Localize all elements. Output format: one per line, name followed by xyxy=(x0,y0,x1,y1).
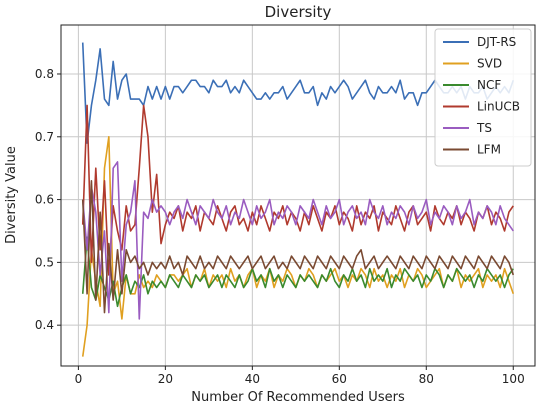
legend-label-ts: TS xyxy=(476,121,492,135)
series-layer xyxy=(81,42,515,357)
y-tick-label: 0.8 xyxy=(35,67,54,81)
legend-label-lfm: LFM xyxy=(477,143,501,157)
y-tick-label: 0.5 xyxy=(35,255,54,269)
chart-title: Diversity xyxy=(265,3,332,21)
plot-frame xyxy=(60,24,536,367)
x-tick-label: 40 xyxy=(245,372,260,386)
y-axis: 0.4 0.5 0.6 0.7 0.8 xyxy=(35,67,61,332)
x-tick-label: 60 xyxy=(332,372,347,386)
legend-label-djt-rs: DJT-RS xyxy=(477,35,516,49)
x-tick-label: 0 xyxy=(75,372,83,386)
legend: DJT-RS SVD NCF LinUCB TS LFM xyxy=(434,28,532,167)
y-tick-label: 0.4 xyxy=(35,318,54,332)
x-tick-label: 80 xyxy=(419,372,434,386)
x-axis-label: Number Of Recommended Users xyxy=(191,390,405,405)
y-axis-label: Diversity Value xyxy=(4,146,19,244)
legend-label-ncf: NCF xyxy=(477,78,501,92)
x-tick-label: 20 xyxy=(158,372,173,386)
x-tick-label: 100 xyxy=(502,372,525,386)
series-line-svd xyxy=(81,135,515,357)
y-tick-label: 0.7 xyxy=(35,130,54,144)
y-tick-label: 0.6 xyxy=(35,193,54,207)
series-line-ncf xyxy=(81,236,514,308)
series-line-linucb xyxy=(81,104,514,276)
series-line-lfm xyxy=(81,179,515,314)
legend-label-linucb: LinUCB xyxy=(477,100,520,114)
legend-label-svd: SVD xyxy=(477,57,502,71)
x-axis: 0 20 40 60 80 100 xyxy=(75,366,525,386)
series-line-ts xyxy=(81,161,514,320)
